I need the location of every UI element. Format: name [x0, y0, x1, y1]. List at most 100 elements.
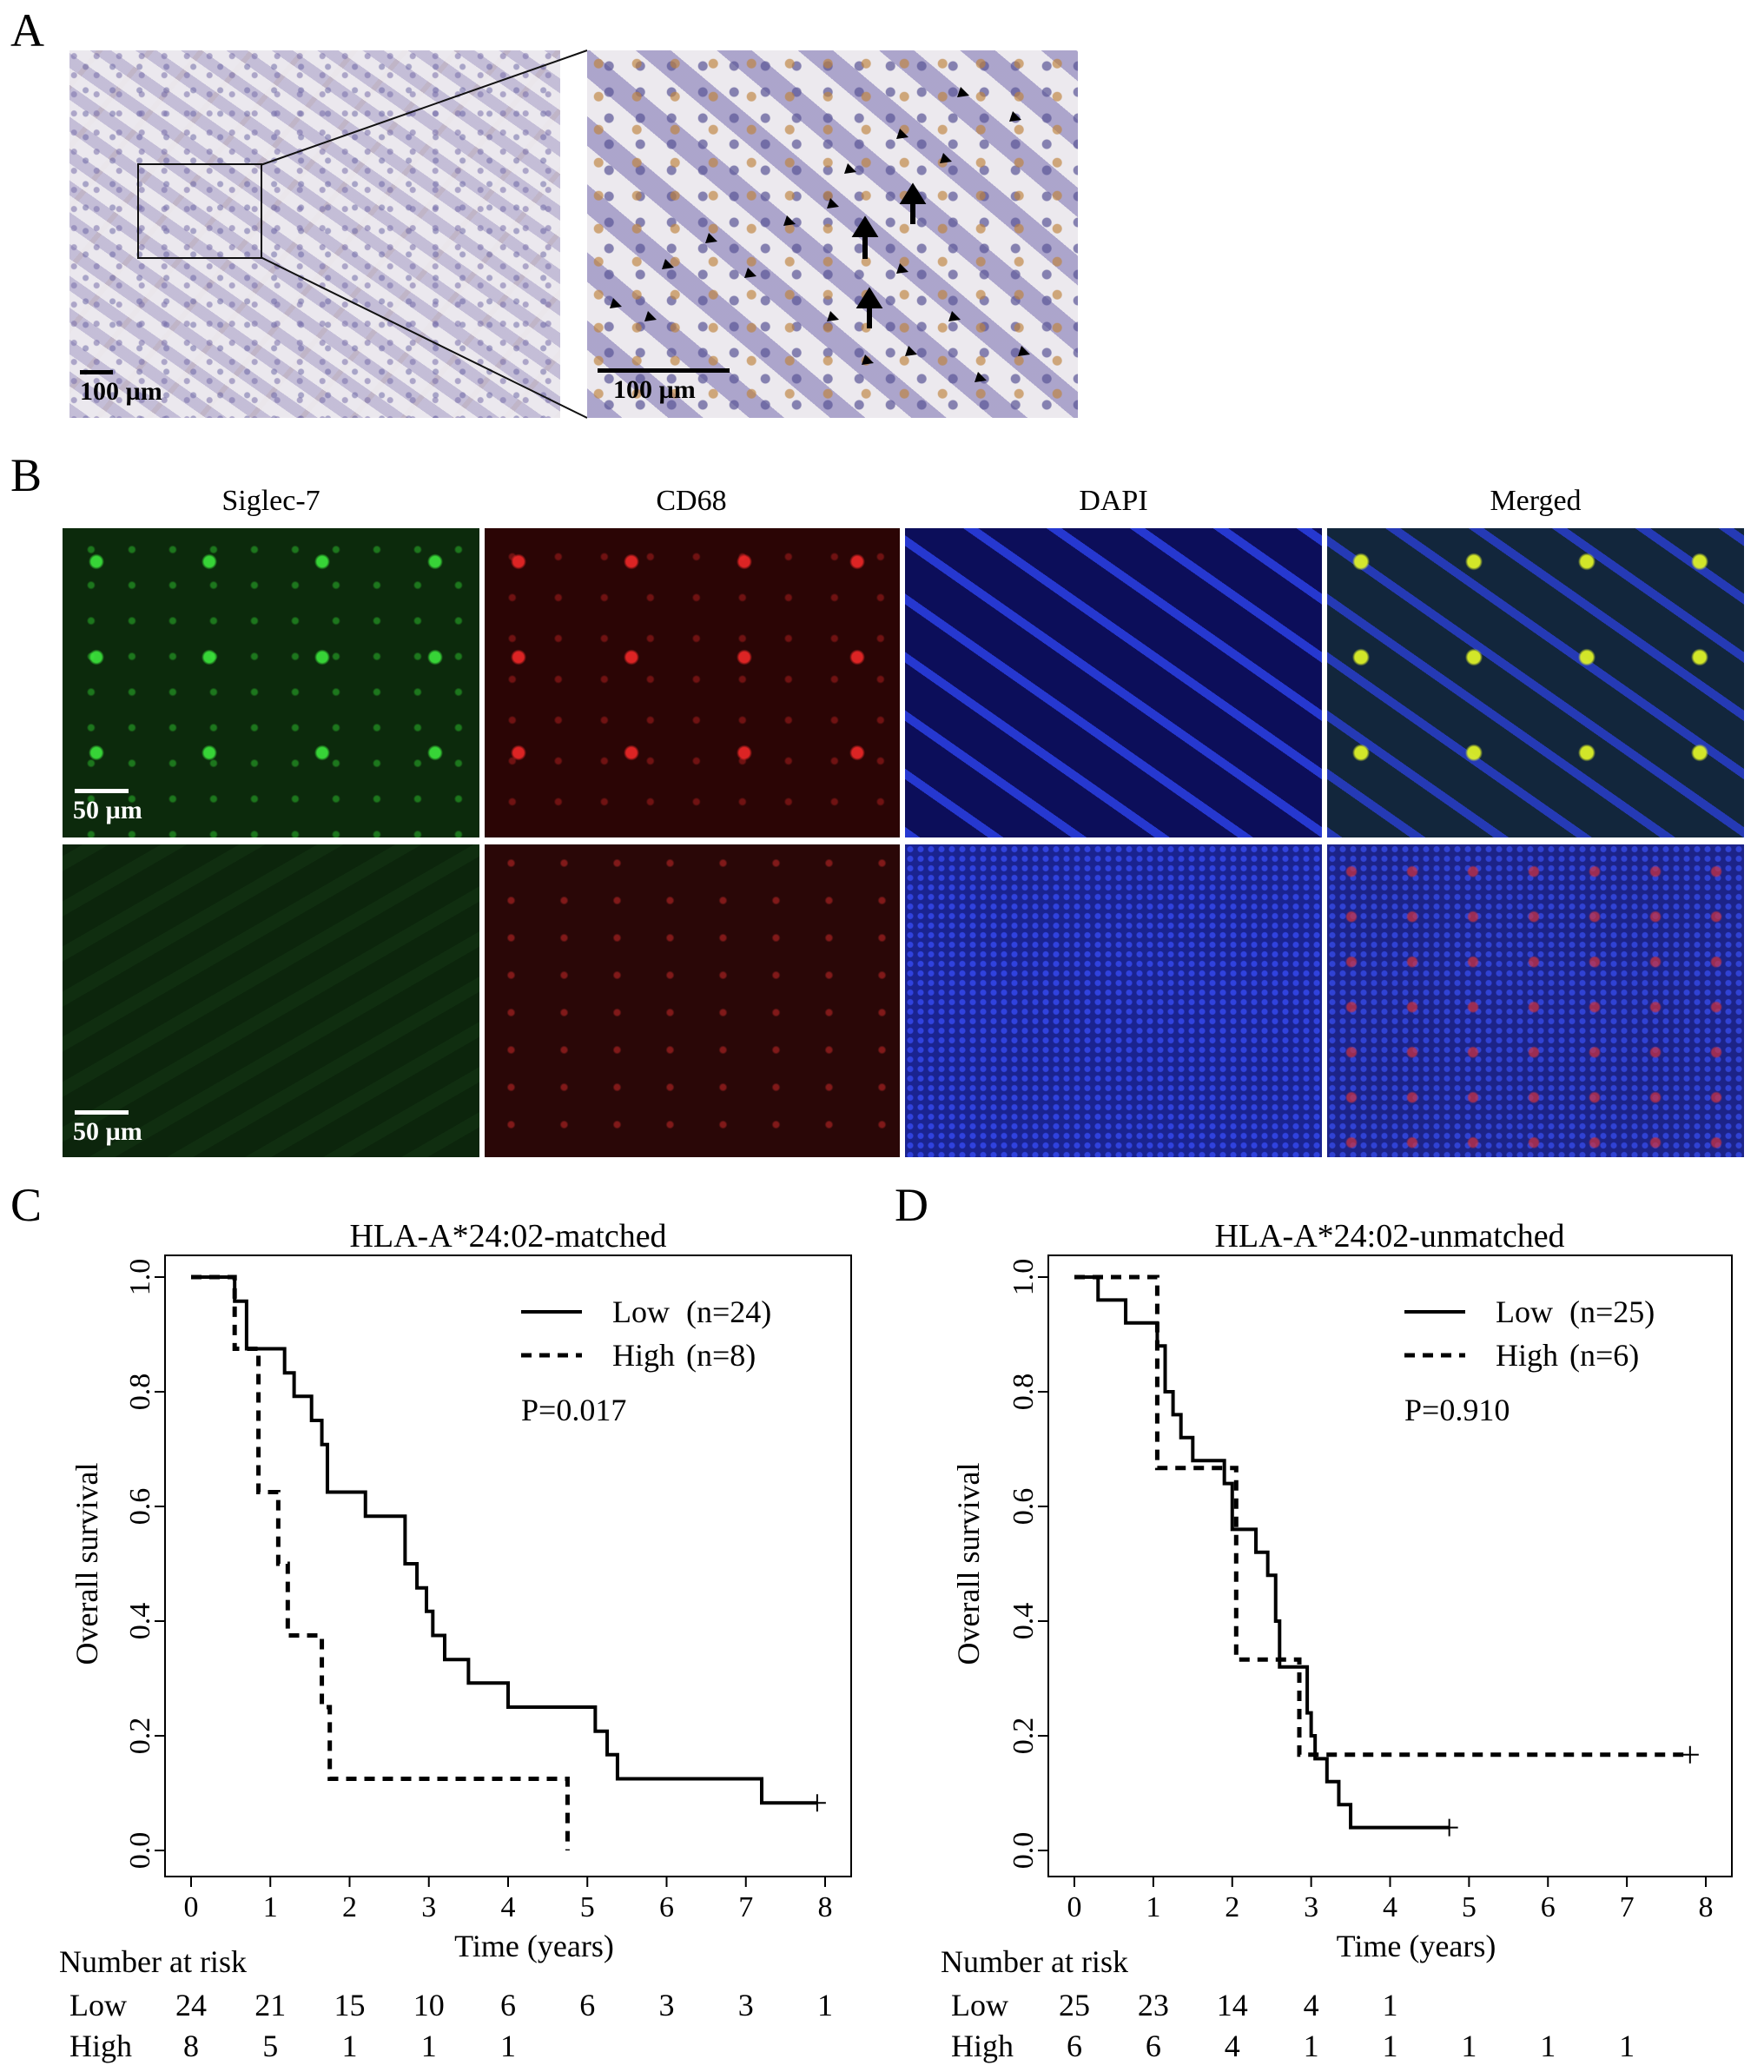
zoom-connector-lines	[260, 50, 588, 419]
risk-row-label: High	[951, 2029, 1014, 2063]
y-tick-label: 0.0	[1008, 1832, 1040, 1870]
scale-bar	[75, 1110, 129, 1115]
legend-label-low: Low	[1496, 1294, 1553, 1329]
y-tick-label: 0.0	[124, 1832, 156, 1870]
fluorescence-dapi-bottom	[905, 844, 1322, 1157]
risk-row-label: Low	[951, 1988, 1008, 2022]
risk-value: 23	[1138, 1988, 1169, 2022]
km-curve-high	[1074, 1274, 1690, 1758]
legend-label-high: High	[1496, 1338, 1558, 1373]
y-tick-label: 0.8	[124, 1374, 156, 1411]
histology-overview-image: 100 µm	[69, 50, 560, 418]
y-tick-label: 0.6	[1008, 1488, 1040, 1526]
risk-value: 1	[500, 2029, 516, 2063]
histology-zoom-image: 100 µm	[587, 50, 1078, 418]
p-value: P=0.910	[1404, 1393, 1510, 1427]
x-tick-label: 6	[1541, 1891, 1556, 1923]
scale-bar	[80, 370, 113, 374]
x-tick-label: 1	[263, 1891, 278, 1923]
x-tick-label: 5	[1462, 1891, 1477, 1923]
panel-letter-c: C	[10, 1179, 43, 1231]
x-tick-label: 6	[659, 1891, 674, 1923]
x-tick-label: 1	[1146, 1891, 1160, 1923]
risk-value: 15	[334, 1988, 366, 2022]
risk-value: 3	[738, 1988, 754, 2022]
x-tick-label: 3	[1304, 1891, 1318, 1923]
scale-bar	[598, 368, 730, 373]
x-axis-label: Time (years)	[1337, 1929, 1496, 1963]
risk-row-label: Low	[69, 1988, 127, 2022]
risk-table-header: Number at risk	[941, 1944, 1128, 1979]
x-tick-label: 5	[580, 1891, 595, 1923]
risk-value: 10	[413, 1988, 445, 2022]
scale-label: 50 µm	[73, 796, 142, 824]
column-title-cd68: CD68	[656, 485, 727, 517]
risk-value: 6	[1067, 2029, 1082, 2063]
risk-value: 1	[1383, 1988, 1398, 2022]
risk-value: 1	[817, 1988, 833, 2022]
legend-label-high: High	[612, 1338, 675, 1373]
fluorescence-cd68-bottom	[485, 844, 900, 1157]
panel-letter-a: A	[10, 4, 44, 56]
column-title-siglec7: Siglec-7	[221, 485, 320, 517]
risk-value: 5	[262, 2029, 278, 2063]
risk-value: 25	[1059, 1988, 1090, 2022]
x-tick-label: 4	[1383, 1891, 1397, 1923]
scale-label: 100 µm	[613, 375, 696, 404]
km-curve-high	[191, 1274, 570, 1850]
risk-value: 1	[1304, 2029, 1319, 2063]
y-tick-label: 0.2	[124, 1718, 156, 1755]
x-tick-label: 0	[184, 1891, 199, 1923]
risk-row-label: High	[69, 2029, 132, 2063]
risk-value: 4	[1304, 1988, 1319, 2022]
y-tick-label: 0.4	[1008, 1603, 1040, 1640]
y-tick-label: 0.2	[1008, 1718, 1040, 1755]
risk-value: 3	[659, 1988, 675, 2022]
risk-value: 4	[1225, 2029, 1240, 2063]
y-tick-label: 0.8	[1008, 1374, 1040, 1411]
x-tick-label: 3	[421, 1891, 436, 1923]
risk-value: 14	[1217, 1988, 1248, 2022]
risk-value: 6	[579, 1988, 595, 2022]
km-curve-low	[191, 1275, 817, 1805]
x-tick-label: 8	[818, 1891, 833, 1923]
x-axis-label: Time (years)	[454, 1929, 614, 1963]
risk-value: 6	[1146, 2029, 1161, 2063]
risk-value: 1	[1461, 2029, 1477, 2063]
y-tick-label: 0.6	[124, 1488, 156, 1526]
y-tick-label: 1.0	[1008, 1259, 1040, 1296]
fluorescence-siglec7-bottom: 50 µm	[63, 844, 479, 1157]
y-tick-label: 0.4	[124, 1603, 156, 1640]
column-title-merged: Merged	[1490, 485, 1582, 517]
legend-n-high: (n=8)	[686, 1338, 756, 1373]
risk-value: 24	[175, 1988, 207, 2022]
x-tick-label: 7	[1620, 1891, 1635, 1923]
km-curve-low	[1074, 1275, 1450, 1830]
scale-label: 50 µm	[73, 1117, 142, 1146]
chart-title: HLA-A*24:02-matched	[349, 1218, 666, 1254]
column-title-dapi: DAPI	[1079, 485, 1148, 517]
fluorescence-dapi-top	[905, 528, 1322, 837]
x-tick-label: 8	[1699, 1891, 1714, 1923]
risk-value: 6	[500, 1988, 516, 2022]
panel-letter-b: B	[10, 449, 43, 501]
legend-n-low: (n=25)	[1569, 1294, 1655, 1329]
y-axis-label: Overall survival	[951, 1463, 986, 1665]
panel-letter-d: D	[895, 1179, 928, 1231]
legend-label-low: Low	[612, 1294, 670, 1329]
censor-mark	[1681, 1745, 1699, 1764]
zoom-region-box	[137, 163, 262, 259]
risk-value: 1	[421, 2029, 437, 2063]
risk-value: 1	[1619, 2029, 1635, 2063]
y-tick-label: 1.0	[124, 1259, 156, 1296]
arrowhead-markers	[610, 87, 1030, 382]
risk-table-header: Number at risk	[59, 1944, 247, 1979]
fluorescence-siglec7-top: 50 µm	[63, 528, 479, 837]
y-axis-label: Overall survival	[69, 1463, 104, 1665]
scale-label: 100 µm	[80, 377, 162, 406]
censor-mark	[808, 1794, 826, 1812]
censor-mark	[1440, 1818, 1458, 1837]
x-tick-label: 4	[501, 1891, 516, 1923]
risk-value: 1	[1540, 2029, 1556, 2063]
